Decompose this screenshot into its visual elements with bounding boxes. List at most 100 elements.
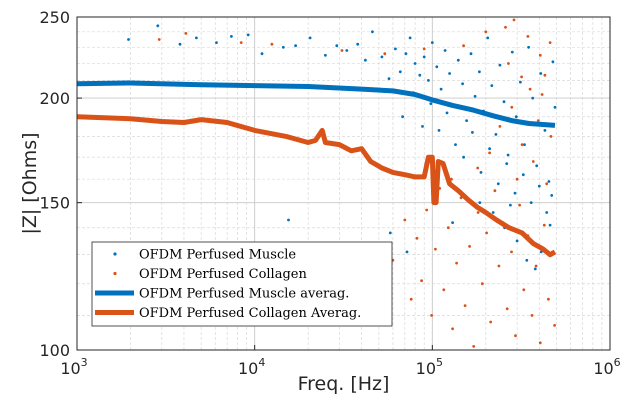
legend-entry-2: OFDM Perfused Muscle averag. xyxy=(95,287,349,302)
scatter-point xyxy=(486,36,490,40)
scatter-point xyxy=(442,288,446,292)
scatter-point xyxy=(388,231,392,235)
average-line-3 xyxy=(76,114,557,258)
scatter-point xyxy=(518,203,521,207)
scatter-point xyxy=(430,41,434,44)
scatter-point xyxy=(510,105,514,109)
scatter-point xyxy=(484,30,488,34)
y-tick-label: 100 xyxy=(39,341,70,360)
legend-entry-3: OFDM Perfused Collagen Averag. xyxy=(95,306,361,321)
scatter-point xyxy=(398,70,402,74)
scatter-point xyxy=(387,77,391,80)
scatter-point xyxy=(184,32,188,35)
legend-marker xyxy=(113,252,117,256)
scatter-point xyxy=(448,72,451,75)
scatter-point xyxy=(356,42,360,46)
scatter-point xyxy=(246,33,250,37)
scatter-point xyxy=(476,211,480,214)
scatter-point xyxy=(156,24,160,28)
scatter-point xyxy=(522,288,526,292)
legend-label: OFDM Perfused Collagen Averag. xyxy=(139,306,361,321)
scatter-point xyxy=(551,60,555,64)
scatter-point xyxy=(490,84,494,87)
scatter-point xyxy=(473,94,477,98)
scatter-point xyxy=(415,236,419,240)
scatter-point xyxy=(534,264,538,268)
scatter-point xyxy=(478,70,481,74)
scatter-point xyxy=(545,211,549,214)
scatter-point xyxy=(536,119,540,122)
scatter-point xyxy=(531,96,535,100)
scatter-point xyxy=(514,115,518,119)
scatter-point xyxy=(507,62,510,65)
scatter-point xyxy=(476,166,480,170)
scatter-point xyxy=(523,143,526,147)
scatter-point xyxy=(443,49,447,52)
scatter-point xyxy=(539,72,543,75)
scatter-point xyxy=(422,55,426,59)
scatter-point xyxy=(461,82,464,86)
scatter-point xyxy=(543,73,547,77)
scatter-point xyxy=(512,18,516,22)
scatter-point xyxy=(519,80,522,84)
scatter-point xyxy=(437,129,441,132)
scatter-point xyxy=(408,36,412,40)
scatter-point xyxy=(510,50,514,54)
scatter-point xyxy=(454,143,457,147)
scatter-point xyxy=(287,218,290,222)
legend-label: OFDM Perfused Muscle xyxy=(139,248,296,263)
scatter-point xyxy=(451,327,454,331)
scatter-point xyxy=(404,52,408,56)
scatter-point xyxy=(527,45,530,49)
scatter-point xyxy=(281,45,285,49)
scatter-point xyxy=(403,218,407,222)
scatter-point xyxy=(548,223,552,227)
scatter-point xyxy=(383,52,387,56)
scatter-point xyxy=(543,129,547,132)
scatter-point xyxy=(525,258,529,262)
scatter-point xyxy=(535,164,539,168)
scatter-point xyxy=(491,211,495,214)
scatter-point xyxy=(531,160,535,163)
scatter-point xyxy=(413,62,417,65)
scatter-point xyxy=(488,147,491,151)
scatter-point xyxy=(526,35,530,38)
scatter-series-0 xyxy=(127,24,557,271)
scatter-point xyxy=(394,47,397,51)
scatter-point xyxy=(422,47,426,51)
scatter-point xyxy=(335,44,339,48)
plot-frame xyxy=(76,16,611,351)
scatter-point xyxy=(195,36,198,40)
scatter-point xyxy=(462,44,465,48)
scatter-point xyxy=(418,73,422,77)
scatter-point xyxy=(409,297,413,301)
scatter-point xyxy=(157,38,161,41)
scatter-point xyxy=(420,279,423,283)
legend-entry-1: OFDM Perfused Collagen xyxy=(113,267,307,282)
scatter-point xyxy=(401,115,404,119)
x-tick-label: 103 xyxy=(60,356,87,378)
scatter-point xyxy=(509,203,512,207)
scatter-point xyxy=(548,41,552,44)
scatter-point xyxy=(494,133,498,136)
scatter-point xyxy=(493,189,497,193)
legend-marker xyxy=(113,271,117,276)
scatter-point xyxy=(520,75,523,79)
scatter-point xyxy=(533,267,537,271)
x-tick-label: 104 xyxy=(238,356,265,378)
scatter-point xyxy=(260,52,264,56)
scatter-point xyxy=(515,177,519,181)
x-tick-labels: 103 104 105 106 xyxy=(60,356,620,378)
scatter-point xyxy=(345,49,349,52)
scatter-point xyxy=(540,93,544,96)
scatter-point xyxy=(371,30,374,34)
scatter-point xyxy=(550,194,554,197)
scatter-point xyxy=(510,250,513,254)
scatter-point xyxy=(513,191,517,195)
scatter-point xyxy=(553,324,556,327)
scatter-point xyxy=(521,173,525,177)
scatter-point xyxy=(547,180,551,183)
scatter-point xyxy=(498,125,502,128)
y-axis-label: |Z| [Ohms] xyxy=(19,132,41,234)
